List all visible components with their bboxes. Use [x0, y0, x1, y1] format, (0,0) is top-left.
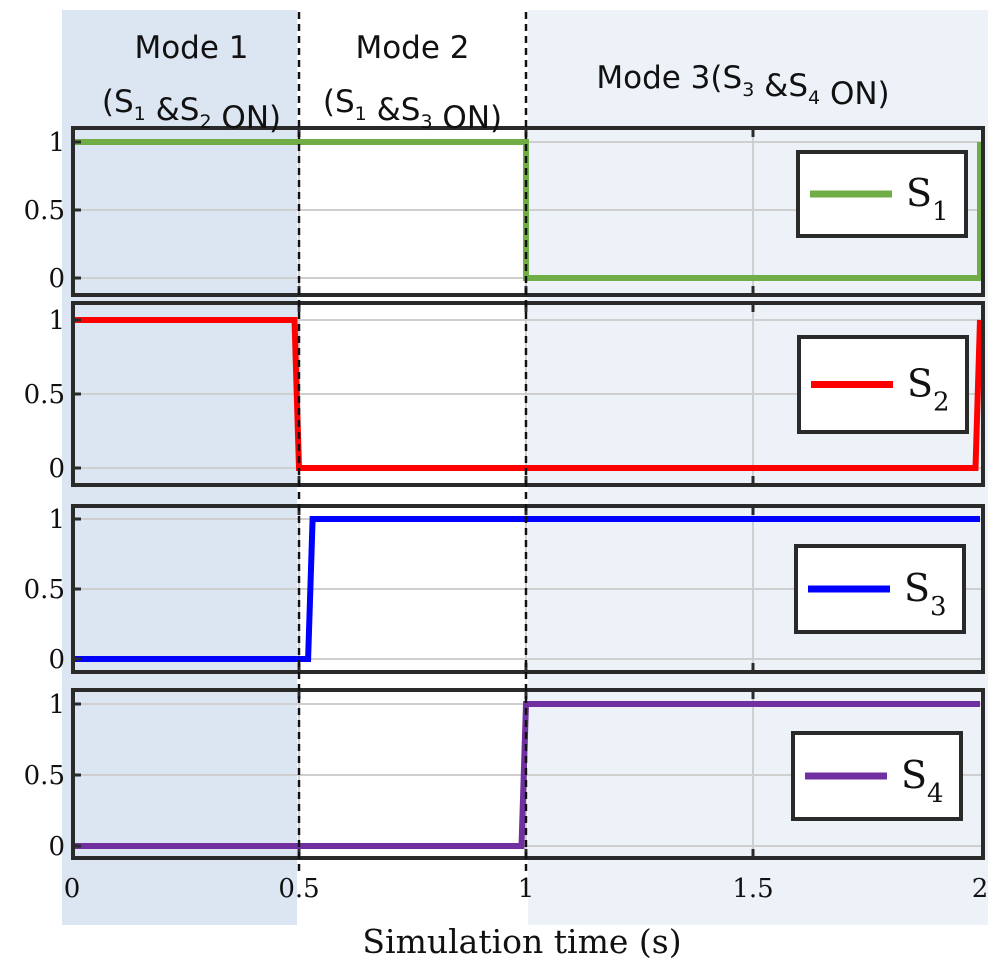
y-tick-labels: 0 0.5 1 0 0.5 1 0 0.5 1 0 0.5 1: [24, 128, 65, 862]
y-tick-label: 0: [48, 645, 65, 675]
mode2-title: Mode 2: [355, 30, 469, 66]
x-axis-label: Simulation time (s): [362, 922, 681, 961]
legend-label: S3: [904, 566, 947, 622]
mode1-title: Mode 1: [134, 30, 248, 66]
legend-S3: S3: [794, 544, 966, 634]
legend-S4: S4: [791, 731, 963, 821]
y-tick-label: 0.5: [24, 380, 65, 410]
legend-S1: S1: [796, 150, 968, 238]
mode-headers-layer: Mode 1 (S1 &S2 ON) Mode 2 (S1 &S3 ON) Mode 3…: [102, 30, 890, 136]
x-tick-labels: 0 0.5 1 1.5 2: [64, 874, 989, 904]
y-tick-label: 0: [48, 454, 65, 484]
y-tick-label: 1: [48, 505, 65, 535]
x-tick-label: 1.5: [732, 874, 773, 904]
y-tick-label: 0.5: [24, 575, 65, 605]
panel-frames-layer: [71, 126, 985, 860]
x-tick-label: 2: [972, 874, 989, 904]
legend-label: S1: [906, 171, 949, 227]
series-line-S3: [72, 516, 980, 662]
x-tick-label: 0: [64, 874, 81, 904]
legends-layer: S1 S2 S3 S4: [791, 150, 969, 821]
x-tick-label: 0.5: [278, 874, 319, 904]
y-tick-label: 0: [48, 832, 65, 862]
mode1-condition: (S1 &S2 ON): [102, 84, 281, 136]
legend-S2: S2: [797, 335, 969, 434]
x-tick-label: 1: [518, 874, 535, 904]
mode3-title: Mode 3(S3 &S4 ON): [596, 60, 889, 112]
legend-label: S2: [907, 362, 950, 418]
y-tick-label: 0.5: [24, 761, 65, 791]
y-tick-label: 0.5: [24, 196, 65, 226]
y-tick-label: 1: [48, 306, 65, 336]
mode2-condition: (S1 &S3 ON): [323, 84, 502, 136]
legend-label: S4: [901, 753, 944, 809]
y-tick-label: 0: [48, 264, 65, 294]
y-tick-label: 1: [48, 128, 65, 158]
series-line-S4: [72, 701, 980, 849]
y-tick-label: 1: [48, 690, 65, 720]
